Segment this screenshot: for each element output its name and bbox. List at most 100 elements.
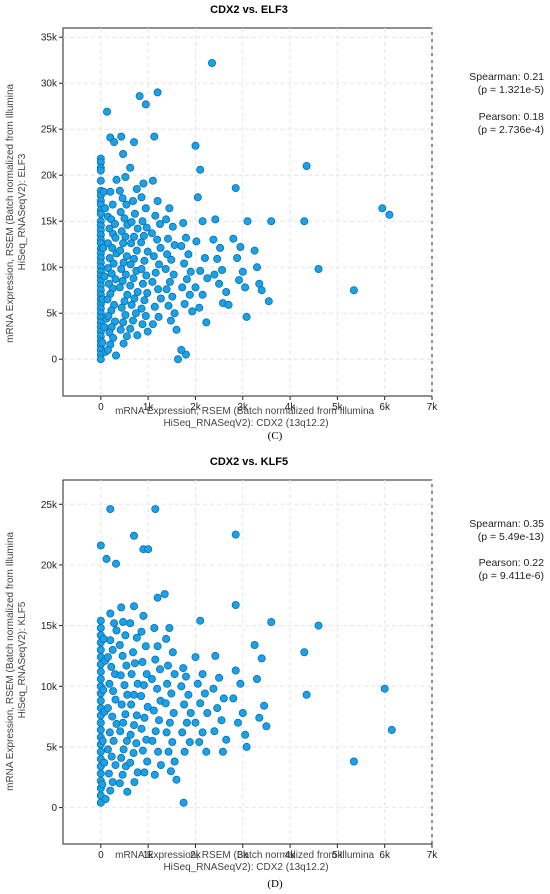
data-point [238,267,247,276]
data-point [153,593,162,602]
data-point [143,327,152,336]
y-tick-label: 10k [41,263,58,274]
data-point [181,350,190,359]
data-point [111,275,120,284]
data-point [302,161,311,170]
data-point [166,767,175,776]
data-point [96,769,105,778]
x-tick-label: 6k [379,850,391,861]
data-point [137,692,146,701]
data-point [126,260,135,269]
data-point [151,727,160,736]
data-point [196,616,205,625]
data-point [126,163,135,172]
data-point [180,700,189,709]
x-tick-label: 5k [332,850,344,861]
data-point [160,590,169,599]
data-point [96,541,105,550]
data-point [129,690,138,699]
data-point [191,141,200,150]
data-point [126,324,135,333]
x-tick-label: 7k [427,850,439,861]
y-tick-label: 10k [41,682,58,693]
data-point [172,325,181,334]
data-point [115,186,124,195]
data-point [128,196,137,205]
y-tick-label: 30k [41,79,58,90]
data-point [118,194,127,203]
data-point [100,322,109,331]
data-point [141,204,150,213]
data-point [106,187,115,196]
data-point [186,267,195,276]
data-point [147,675,156,684]
data-point [110,619,119,628]
data-point [110,138,119,147]
data-point [185,738,194,747]
x-tick-label: 1k [143,402,155,413]
data-point [169,709,178,718]
y-tick-label: 15k [41,217,58,228]
data-point [129,232,138,241]
data-point [139,179,148,188]
data-point [133,331,142,340]
data-point [115,779,124,788]
chart-panel-d: CDX2 vs. KLF5 0 5k 10k 15k 20k 25k 0 1k 2k 3k 4k 5… [5,456,544,890]
data-point [195,738,204,747]
data-point [150,770,159,779]
data-point [180,259,189,268]
data-point [164,747,173,756]
x-axis-label: mRNA Expression, RSEM (Batch normalized … [115,406,377,429]
data-point [207,59,216,68]
scatter-points [96,59,394,364]
y-axis-label: mRNA Expression, RSEM (Batch normalized … [5,529,28,791]
data-point [138,320,147,329]
data-point [130,778,139,787]
data-point [177,345,186,354]
data-point [217,716,226,725]
data-point [139,611,148,620]
data-point [100,758,109,767]
data-point [196,165,205,174]
data-point [257,286,266,295]
data-point [195,303,204,312]
data-point [180,747,189,756]
data-point [98,780,107,789]
data-point [135,92,144,101]
data-point [167,689,176,698]
data-point [148,176,157,185]
data-point [123,690,132,699]
data-point [116,207,125,216]
data-point [127,700,136,709]
data-point [217,265,226,274]
spearman-stat: Spearman: 0.21 [469,71,544,83]
data-point [127,670,136,679]
data-point [241,730,250,739]
data-point [179,798,188,807]
data-point [203,709,212,718]
x-tick-label: 0 [98,850,104,861]
data-point [173,355,182,364]
panel-label: (C) [268,430,283,442]
data-point [170,757,179,766]
data-point [109,259,118,268]
data-point [121,310,130,319]
data-point [120,214,129,223]
x-tick-label: 7k [427,402,439,413]
data-point [211,651,220,660]
data-point [170,670,179,679]
data-point [129,138,138,147]
data-point [238,709,247,718]
data-point [121,710,130,719]
data-point [163,234,172,243]
data-point [109,687,118,696]
data-point [137,264,146,273]
data-point [140,256,149,265]
x-axis-ticks: 0 1k 2k 3k 4k 5k 6k 7k [98,396,438,413]
data-point [130,209,139,218]
data-point [111,233,120,242]
data-point [231,601,240,610]
data-point [154,716,163,725]
data-point [143,702,152,711]
data-point [103,107,112,116]
